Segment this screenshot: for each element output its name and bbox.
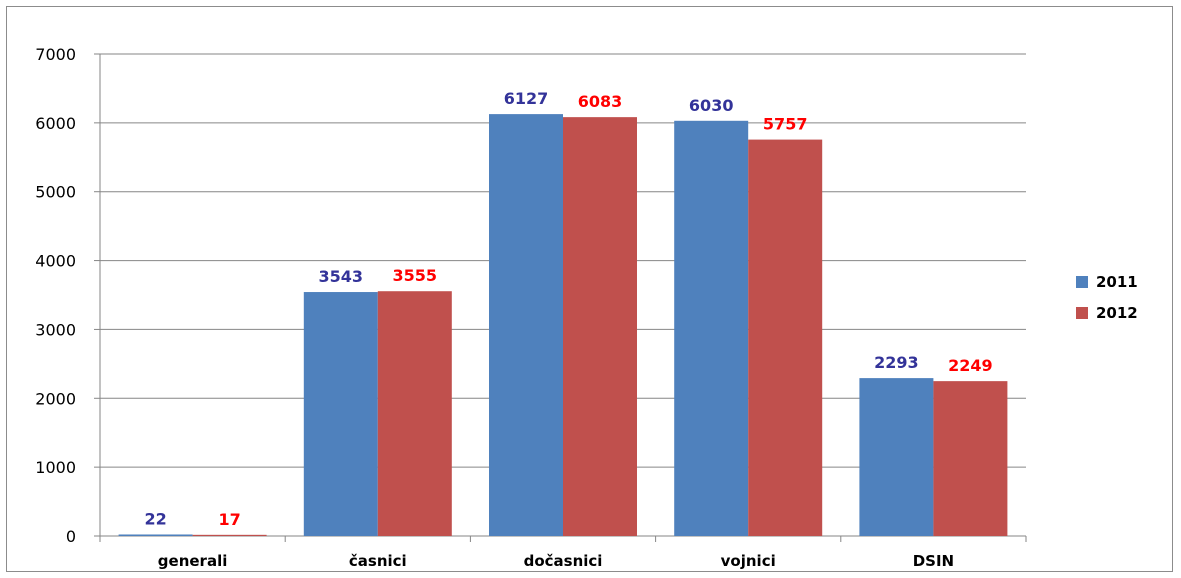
y-tick-label-6000: 6000 <box>35 114 76 133</box>
bar-2012-3 <box>748 139 823 537</box>
y-tick-label-0: 0 <box>66 527 76 546</box>
x-tick-label-0: generali <box>158 552 228 570</box>
data-label-2011-3: 6030 <box>689 96 734 115</box>
bar-2011-1 <box>303 292 378 536</box>
y-tick-label-1000: 1000 <box>35 458 76 477</box>
bar-2011-0 <box>118 534 193 536</box>
bar-2011-3 <box>674 120 749 536</box>
x-tick-label-2: dočasnici <box>524 552 603 570</box>
data-label-2011-1: 3543 <box>319 267 364 286</box>
y-tick-label-5000: 5000 <box>35 183 76 202</box>
data-label-2012-4: 2249 <box>948 356 993 375</box>
y-tick-label-3000: 3000 <box>35 320 76 339</box>
data-label-2012-0: 17 <box>218 510 240 529</box>
y-tick-label-7000: 7000 <box>35 45 76 64</box>
legend-swatch-2012 <box>1076 307 1088 319</box>
data-label-2012-2: 6083 <box>578 92 623 111</box>
data-label-2011-4: 2293 <box>874 353 919 372</box>
bar-2012-2 <box>563 117 637 536</box>
legend-swatch-2011 <box>1076 276 1088 288</box>
legend-label-2012: 2012 <box>1096 304 1138 322</box>
bar-2012-1 <box>377 291 452 536</box>
data-label-2011-2: 6127 <box>504 89 549 108</box>
bar-2012-0 <box>192 534 267 536</box>
bars <box>118 114 1008 537</box>
bar-2011-2 <box>489 114 563 536</box>
bar-2011-4 <box>859 378 934 536</box>
x-tick-label-3: vojnici <box>721 552 776 570</box>
data-label-2011-0: 22 <box>144 509 166 528</box>
y-tick-label-2000: 2000 <box>35 389 76 408</box>
data-label-2012-1: 3555 <box>393 266 438 285</box>
legend: 2011 2012 <box>1076 273 1138 322</box>
y-tick-label-4000: 4000 <box>35 252 76 271</box>
data-label-2012-3: 5757 <box>763 115 808 134</box>
x-tick-label-4: DSIN <box>913 552 954 570</box>
legend-label-2011: 2011 <box>1096 273 1138 291</box>
x-tick-label-1: časnici <box>349 552 407 570</box>
data-labels: 22 17 3543 3555 6127 6083 6030 5757 2293 2249 <box>144 89 992 529</box>
bar-2012-4 <box>933 381 1008 536</box>
